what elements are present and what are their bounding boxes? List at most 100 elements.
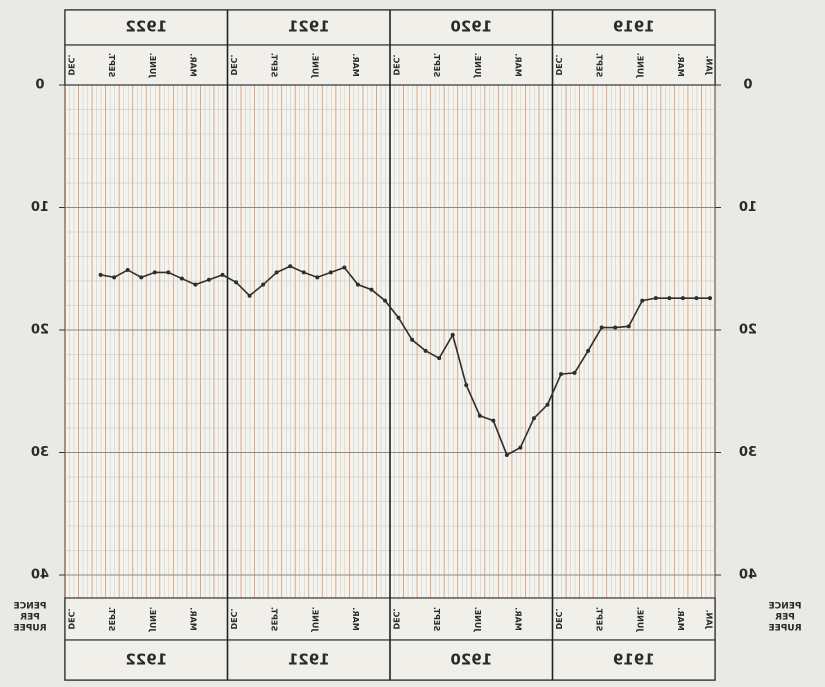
month-label: MAR. (188, 53, 197, 77)
axis-label: PENCE (768, 602, 801, 612)
month-label: JAN. (705, 610, 714, 630)
data-point (369, 288, 373, 292)
data-point (112, 275, 116, 279)
month-label: JUNE. (148, 607, 157, 633)
y-tick-label: 20 (31, 323, 49, 338)
data-point (397, 316, 401, 320)
data-point (410, 338, 414, 342)
month-label: DEC. (392, 54, 401, 75)
data-point (694, 296, 698, 300)
month-label: SEPT. (432, 607, 441, 631)
axis-label: PER (775, 613, 795, 623)
data-point (681, 296, 685, 300)
year-label: 1920 (450, 651, 492, 669)
data-point (478, 414, 482, 418)
data-point (166, 270, 170, 274)
data-point (315, 275, 319, 279)
year-label: 1919 (613, 651, 655, 669)
y-tick-label: 40 (31, 568, 49, 583)
month-label: MAR. (676, 53, 685, 77)
data-point (464, 383, 468, 387)
month-label: DEC. (229, 608, 238, 629)
data-point (640, 299, 644, 303)
axis-label: RUPEE (13, 624, 46, 634)
month-label: DEC. (554, 54, 563, 75)
month-label: MAR. (513, 607, 522, 631)
month-label: DEC. (67, 608, 76, 629)
axis-label: RUPEE (768, 624, 801, 634)
y-tick-label: 0 (35, 78, 44, 93)
data-point (207, 278, 211, 282)
data-point (573, 371, 577, 375)
data-point (356, 283, 360, 287)
month-label: MAR. (188, 607, 197, 631)
data-point (180, 277, 184, 281)
month-label: SEPT. (107, 53, 116, 77)
month-label: JUNE. (473, 53, 482, 79)
data-point (491, 419, 495, 423)
month-label: DEC. (392, 608, 401, 629)
data-point (600, 326, 604, 330)
month-label: SEPT. (270, 53, 279, 77)
data-point (329, 270, 333, 274)
data-point (248, 294, 252, 298)
year-label: 1920 (450, 18, 492, 36)
data-point (261, 283, 265, 287)
month-label: MAR. (513, 53, 522, 77)
data-point (424, 349, 428, 353)
month-label: MAR. (351, 53, 360, 77)
data-point (383, 299, 387, 303)
data-point (667, 296, 671, 300)
y-tick-label: 0 (743, 78, 752, 93)
month-label: SEPT. (107, 607, 116, 631)
year-label: 1922 (125, 651, 167, 669)
data-point (627, 324, 631, 328)
month-label: JUNE. (310, 607, 319, 633)
data-point (234, 280, 238, 284)
month-label: DEC. (67, 54, 76, 75)
y-tick-label: 10 (739, 200, 757, 215)
month-label: JAN. (705, 56, 714, 76)
data-point (99, 273, 103, 277)
data-point (451, 333, 455, 337)
month-label: SEPT. (595, 607, 604, 631)
data-point (586, 349, 590, 353)
data-point (139, 275, 143, 279)
chart: 00101020203030404019221922DEC.DEC.SEPT.S… (0, 0, 825, 687)
data-point (613, 326, 617, 330)
year-label: 1921 (288, 18, 330, 36)
month-label: DEC. (229, 54, 238, 75)
month-label: MAR. (676, 607, 685, 631)
y-tick-label: 10 (31, 200, 49, 215)
month-label: JUNE. (310, 53, 319, 79)
y-tick-label: 40 (739, 568, 757, 583)
data-point (518, 446, 522, 450)
month-label: JUNE. (635, 53, 644, 79)
data-point (126, 268, 130, 272)
data-point (275, 270, 279, 274)
year-label: 1921 (288, 651, 330, 669)
data-point (532, 416, 536, 420)
data-point (302, 270, 306, 274)
data-point (221, 273, 225, 277)
month-label: SEPT. (432, 53, 441, 77)
year-label: 1922 (125, 18, 167, 36)
data-point (505, 453, 509, 457)
y-tick-label: 30 (31, 445, 49, 460)
data-point (437, 356, 441, 360)
data-point (546, 403, 550, 407)
month-label: MAR. (351, 607, 360, 631)
data-point (654, 296, 658, 300)
axis-label: PENCE (13, 602, 46, 612)
data-point (559, 372, 563, 376)
axis-label: PER (20, 613, 40, 623)
y-tick-label: 20 (739, 323, 757, 338)
month-label: JUNE. (635, 607, 644, 633)
month-label: SEPT. (595, 53, 604, 77)
month-label: JUNE. (148, 53, 157, 79)
month-label: DEC. (554, 608, 563, 629)
month-label: SEPT. (270, 607, 279, 631)
data-point (153, 270, 157, 274)
data-point (288, 264, 292, 268)
data-point (342, 266, 346, 270)
